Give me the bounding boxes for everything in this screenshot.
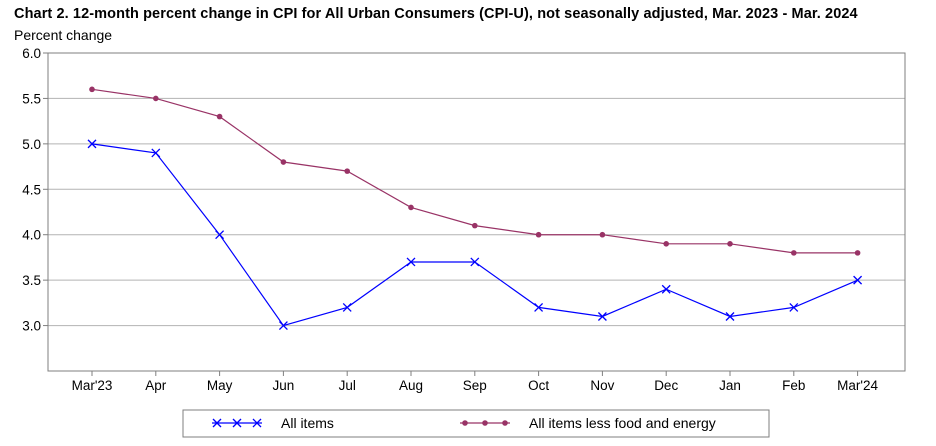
y-tick-label: 4.5 xyxy=(22,182,41,197)
data-point xyxy=(215,230,225,240)
legend-item: All items less food and energy xyxy=(460,415,716,431)
data-point xyxy=(599,231,606,238)
y-tick-label: 5.0 xyxy=(22,137,41,152)
y-tick-label: 5.5 xyxy=(22,91,41,106)
series-all-items xyxy=(87,139,863,331)
x-tick-label: Sep xyxy=(463,378,487,393)
x-tick-label: Mar'24 xyxy=(837,378,878,393)
data-point xyxy=(534,302,544,312)
data-point xyxy=(727,241,733,247)
x-tick-label: Aug xyxy=(399,378,423,393)
x-tick-label: Jun xyxy=(273,378,295,393)
x-axis: Mar'23 Apr May Jun Jul Aug Sep Oct Nov Dec Jan Feb M… xyxy=(72,371,879,393)
series-lines xyxy=(87,86,863,331)
data-point xyxy=(472,222,478,229)
x-tick-label: Jan xyxy=(719,378,741,393)
x-tick-label: Dec xyxy=(654,378,678,393)
data-point xyxy=(791,250,797,256)
x-tick-label: Oct xyxy=(528,378,549,393)
x-tick-label: Nov xyxy=(590,378,614,393)
legend-marker xyxy=(482,420,488,426)
data-point xyxy=(406,257,416,267)
x-tick-label: Feb xyxy=(782,378,805,393)
legend-marker xyxy=(212,418,222,428)
data-point xyxy=(216,113,223,120)
legend: All items All items less food and energy xyxy=(182,409,770,438)
data-point xyxy=(151,148,161,158)
y-axis: 6.0 5.5 5.0 4.5 4.0 3.5 3.0 xyxy=(22,46,48,334)
legend-marker xyxy=(232,418,242,428)
data-point xyxy=(470,257,480,267)
data-point xyxy=(535,231,542,238)
plot-area xyxy=(47,52,906,372)
data-point xyxy=(89,86,95,93)
legend-marker xyxy=(252,418,262,428)
data-point xyxy=(725,312,735,321)
data-point xyxy=(280,159,287,165)
y-tick-label: 4.0 xyxy=(22,228,41,243)
data-point xyxy=(597,312,607,321)
legend-label: All items xyxy=(281,415,334,431)
data-point xyxy=(789,302,799,312)
data-point xyxy=(278,321,288,331)
legend-marker xyxy=(502,420,508,426)
data-point xyxy=(408,204,414,211)
data-point xyxy=(153,95,159,102)
chart-title: Chart 2. 12-month percent change in CPI … xyxy=(14,6,858,22)
y-axis-label: Percent change xyxy=(14,27,113,43)
series-core xyxy=(89,86,861,256)
data-point xyxy=(853,275,863,285)
data-point xyxy=(344,168,351,174)
legend-marker xyxy=(462,420,468,426)
x-tick-label: Jul xyxy=(339,378,356,393)
y-tick-label: 6.0 xyxy=(22,46,41,61)
data-point xyxy=(854,250,861,256)
x-tick-label: May xyxy=(207,378,233,393)
x-tick-label: Apr xyxy=(145,378,167,393)
y-tick-label: 3.5 xyxy=(22,273,41,288)
x-tick-label: Mar'23 xyxy=(72,378,113,393)
data-point xyxy=(661,284,671,294)
data-point xyxy=(663,241,669,247)
gridlines xyxy=(48,52,905,327)
legend-item: All items xyxy=(212,415,334,431)
data-point xyxy=(87,139,97,149)
y-tick-label: 3.0 xyxy=(22,319,41,334)
data-point xyxy=(342,302,352,312)
legend-label: All items less food and energy xyxy=(529,415,716,431)
